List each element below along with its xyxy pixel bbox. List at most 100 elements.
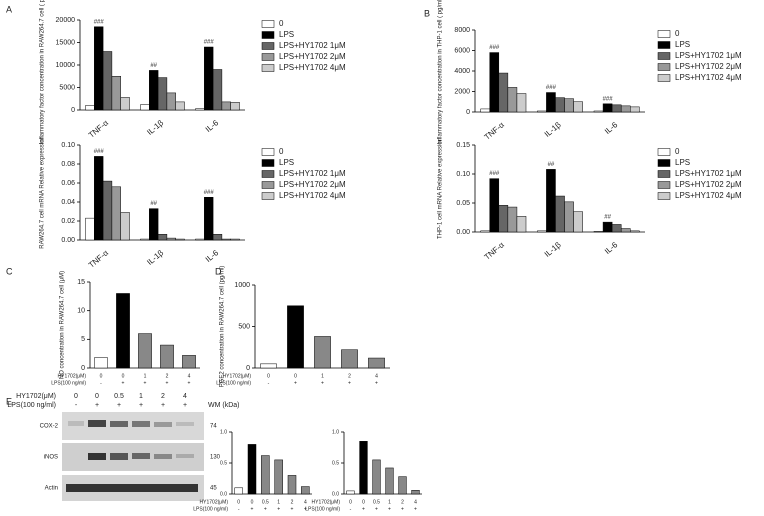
legend-swatch — [657, 170, 671, 178]
x-tick-label: IL-6 — [204, 118, 221, 134]
band — [66, 484, 198, 492]
y-tick-label: 0 — [81, 365, 85, 372]
y-tick-label: 10000 — [56, 62, 76, 69]
x-row-value: + — [304, 506, 307, 512]
legend-swatch — [657, 52, 671, 60]
bar — [157, 77, 168, 111]
bar — [630, 230, 640, 233]
y-tick-label: 0.04 — [61, 199, 75, 206]
legend-label: LPS — [675, 40, 690, 49]
legend-label: LPS+HY1702 4μM — [675, 73, 742, 82]
legend-swatch — [261, 148, 275, 156]
blot-lane: + — [139, 402, 143, 409]
x-row-label: LPS(100 ng/ml) — [51, 380, 86, 386]
x-row-value: + — [251, 506, 254, 512]
bar — [120, 97, 130, 111]
bar — [138, 333, 152, 369]
x-tick-label: IL-6 — [603, 240, 620, 256]
bar — [111, 76, 121, 111]
blot-kda: 74 — [210, 424, 217, 430]
band — [132, 453, 150, 459]
x-row-value: 0 — [100, 373, 103, 379]
x-row-label: LPS(100 ng/ml) — [305, 506, 340, 512]
bar — [537, 230, 547, 233]
bar — [611, 224, 622, 233]
x-row-value: 4 — [375, 373, 378, 379]
legend-label: LPS+HY1702 1μM — [279, 41, 346, 50]
x-row-value: 0 — [362, 499, 365, 505]
bar — [564, 98, 574, 113]
bar — [160, 344, 174, 369]
x-row-value: 0 — [294, 373, 297, 379]
bar — [102, 180, 113, 241]
significance: ## — [604, 215, 611, 221]
blot-lane: 2 — [161, 393, 165, 400]
y-tick-label: 0.02 — [61, 218, 75, 225]
blot-row-label: iNOS — [44, 455, 58, 461]
significance: ### — [94, 19, 105, 25]
y-axis-label: Inflammatory factor concentration in THP… — [438, 0, 444, 144]
bar — [212, 234, 223, 241]
panel-label: A — [6, 4, 12, 14]
x-row-value: + — [122, 380, 125, 386]
legend-swatch — [657, 30, 671, 38]
y-tick-label: 0.10 — [456, 171, 470, 178]
legend-swatch — [261, 170, 275, 178]
bar — [593, 231, 604, 233]
bar — [372, 459, 381, 495]
bar — [564, 201, 574, 233]
blot-lane: 0.5 — [114, 393, 124, 400]
x-row-value: + — [401, 506, 404, 512]
y-axis-label: PGE2 concentration in RAW264.7 cell (pg/… — [220, 266, 226, 388]
x-row-value: 0 — [237, 499, 240, 505]
significance: ### — [204, 190, 215, 196]
y-tick-label: 1.0 — [220, 429, 227, 435]
bar — [212, 69, 223, 111]
bar — [480, 108, 490, 113]
bar — [341, 349, 358, 369]
x-row-value: + — [277, 506, 280, 512]
bar — [182, 355, 196, 369]
band — [88, 453, 106, 460]
legend-swatch — [261, 20, 275, 28]
y-tick-label: 0.00 — [456, 229, 470, 236]
x-tick-label: IL-1β — [145, 248, 165, 267]
bar — [489, 178, 500, 233]
significance: ## — [548, 162, 555, 168]
legend-swatch — [657, 74, 671, 82]
bar — [94, 357, 108, 369]
band — [88, 420, 106, 427]
bar — [230, 102, 240, 111]
y-tick-label: 0.08 — [61, 161, 75, 168]
bar — [175, 101, 185, 111]
significance: ### — [489, 171, 500, 177]
legend-label: 0 — [279, 147, 284, 156]
x-tick-label: IL-1β — [543, 240, 563, 259]
bar — [195, 108, 205, 111]
blot-row-label: COX-2 — [40, 424, 59, 430]
legend-swatch — [657, 148, 671, 156]
x-tick-label: TNF-α — [483, 240, 507, 262]
y-axis-label: RAW264.7 cell mRNA Relative expression — [40, 136, 46, 249]
legend-label: 0 — [675, 29, 680, 38]
bar — [157, 234, 168, 241]
y-tick-label: 0.05 — [456, 200, 470, 207]
legend-swatch — [657, 159, 671, 167]
x-row-value: 4 — [304, 499, 307, 505]
bar — [555, 97, 565, 113]
bar — [546, 169, 556, 233]
x-row-value: + — [321, 380, 324, 386]
significance: ### — [603, 96, 614, 102]
y-tick-label: 4000 — [454, 68, 470, 75]
legend-swatch — [261, 64, 275, 72]
legend-label: 0 — [675, 147, 680, 156]
bar — [398, 476, 407, 495]
bar — [555, 195, 565, 233]
bar — [314, 336, 331, 369]
legend-swatch — [261, 53, 275, 61]
bar — [385, 467, 394, 495]
x-row-value: 0 — [267, 373, 270, 379]
x-row-value: 2 — [348, 373, 351, 379]
band — [110, 421, 128, 427]
